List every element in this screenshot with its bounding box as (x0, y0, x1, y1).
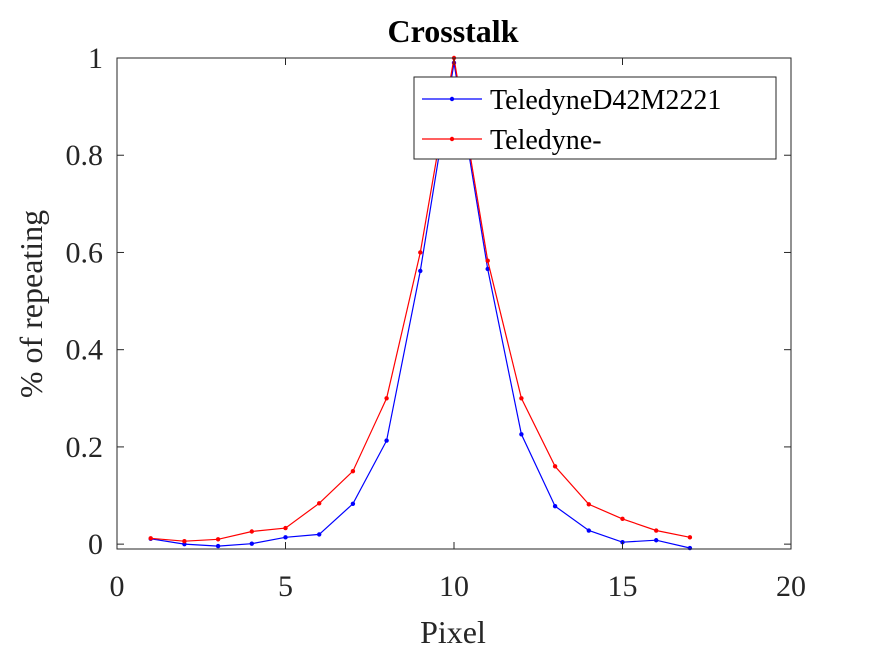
y-tick-label: 0.6 (66, 236, 104, 269)
data-point (148, 536, 153, 541)
y-tick-label: 0.8 (66, 139, 104, 172)
data-point (384, 396, 389, 401)
data-point (249, 529, 254, 534)
data-point (485, 266, 490, 272)
data-point (283, 525, 288, 531)
legend-label: Teledyne- (490, 125, 602, 156)
data-point (215, 543, 221, 549)
data-point (384, 438, 389, 443)
x-tick-label: 0 (110, 570, 125, 603)
data-point (687, 535, 693, 540)
data-point (215, 537, 221, 542)
axes-layer: 0 5 10 15 20 0 0.2 0.4 0.6 0.8 1 (66, 42, 807, 603)
data-point (249, 541, 254, 546)
y-tick-label: 0.4 (66, 334, 104, 367)
data-point (620, 516, 625, 522)
y-tick-label: 0 (88, 528, 103, 561)
data-point (687, 545, 693, 551)
chart-title: Crosstalk (388, 13, 519, 49)
data-point (350, 469, 356, 474)
legend-label: TeledyneD42M2221 (490, 85, 721, 116)
x-tick-label: 10 (439, 570, 469, 603)
legend: TeledyneD42M2221 Teledyne- (413, 76, 777, 160)
data-point (418, 268, 423, 274)
data-point (182, 539, 187, 544)
x-axis-label: Pixel (420, 614, 486, 650)
data-point (552, 464, 558, 469)
data-point (586, 502, 591, 507)
data-point (552, 504, 558, 509)
data-point (519, 432, 524, 437)
legend-marker (449, 136, 455, 142)
legend-marker (449, 96, 455, 102)
y-tick-label: 0.2 (66, 431, 104, 464)
data-point (519, 396, 524, 401)
data-point (418, 250, 423, 255)
data-point (317, 532, 322, 537)
data-point (485, 258, 490, 263)
series-layer (148, 55, 693, 551)
data-point (654, 528, 659, 533)
legend-item: TeledyneD42M2221 (422, 85, 721, 116)
x-tick-label: 5 (278, 570, 293, 603)
y-tick-label: 1 (88, 42, 103, 75)
data-point (283, 535, 288, 540)
legend-box (413, 76, 777, 160)
data-point (654, 538, 659, 543)
y-axis-label: % of repeating (13, 210, 49, 398)
legend-item: Teledyne- (422, 125, 602, 156)
series-2 (148, 55, 693, 544)
data-point (586, 528, 591, 533)
data-point (350, 501, 356, 506)
x-tick-label: 15 (608, 570, 638, 603)
data-point (317, 501, 322, 506)
x-tick-label: 20 (776, 570, 806, 603)
